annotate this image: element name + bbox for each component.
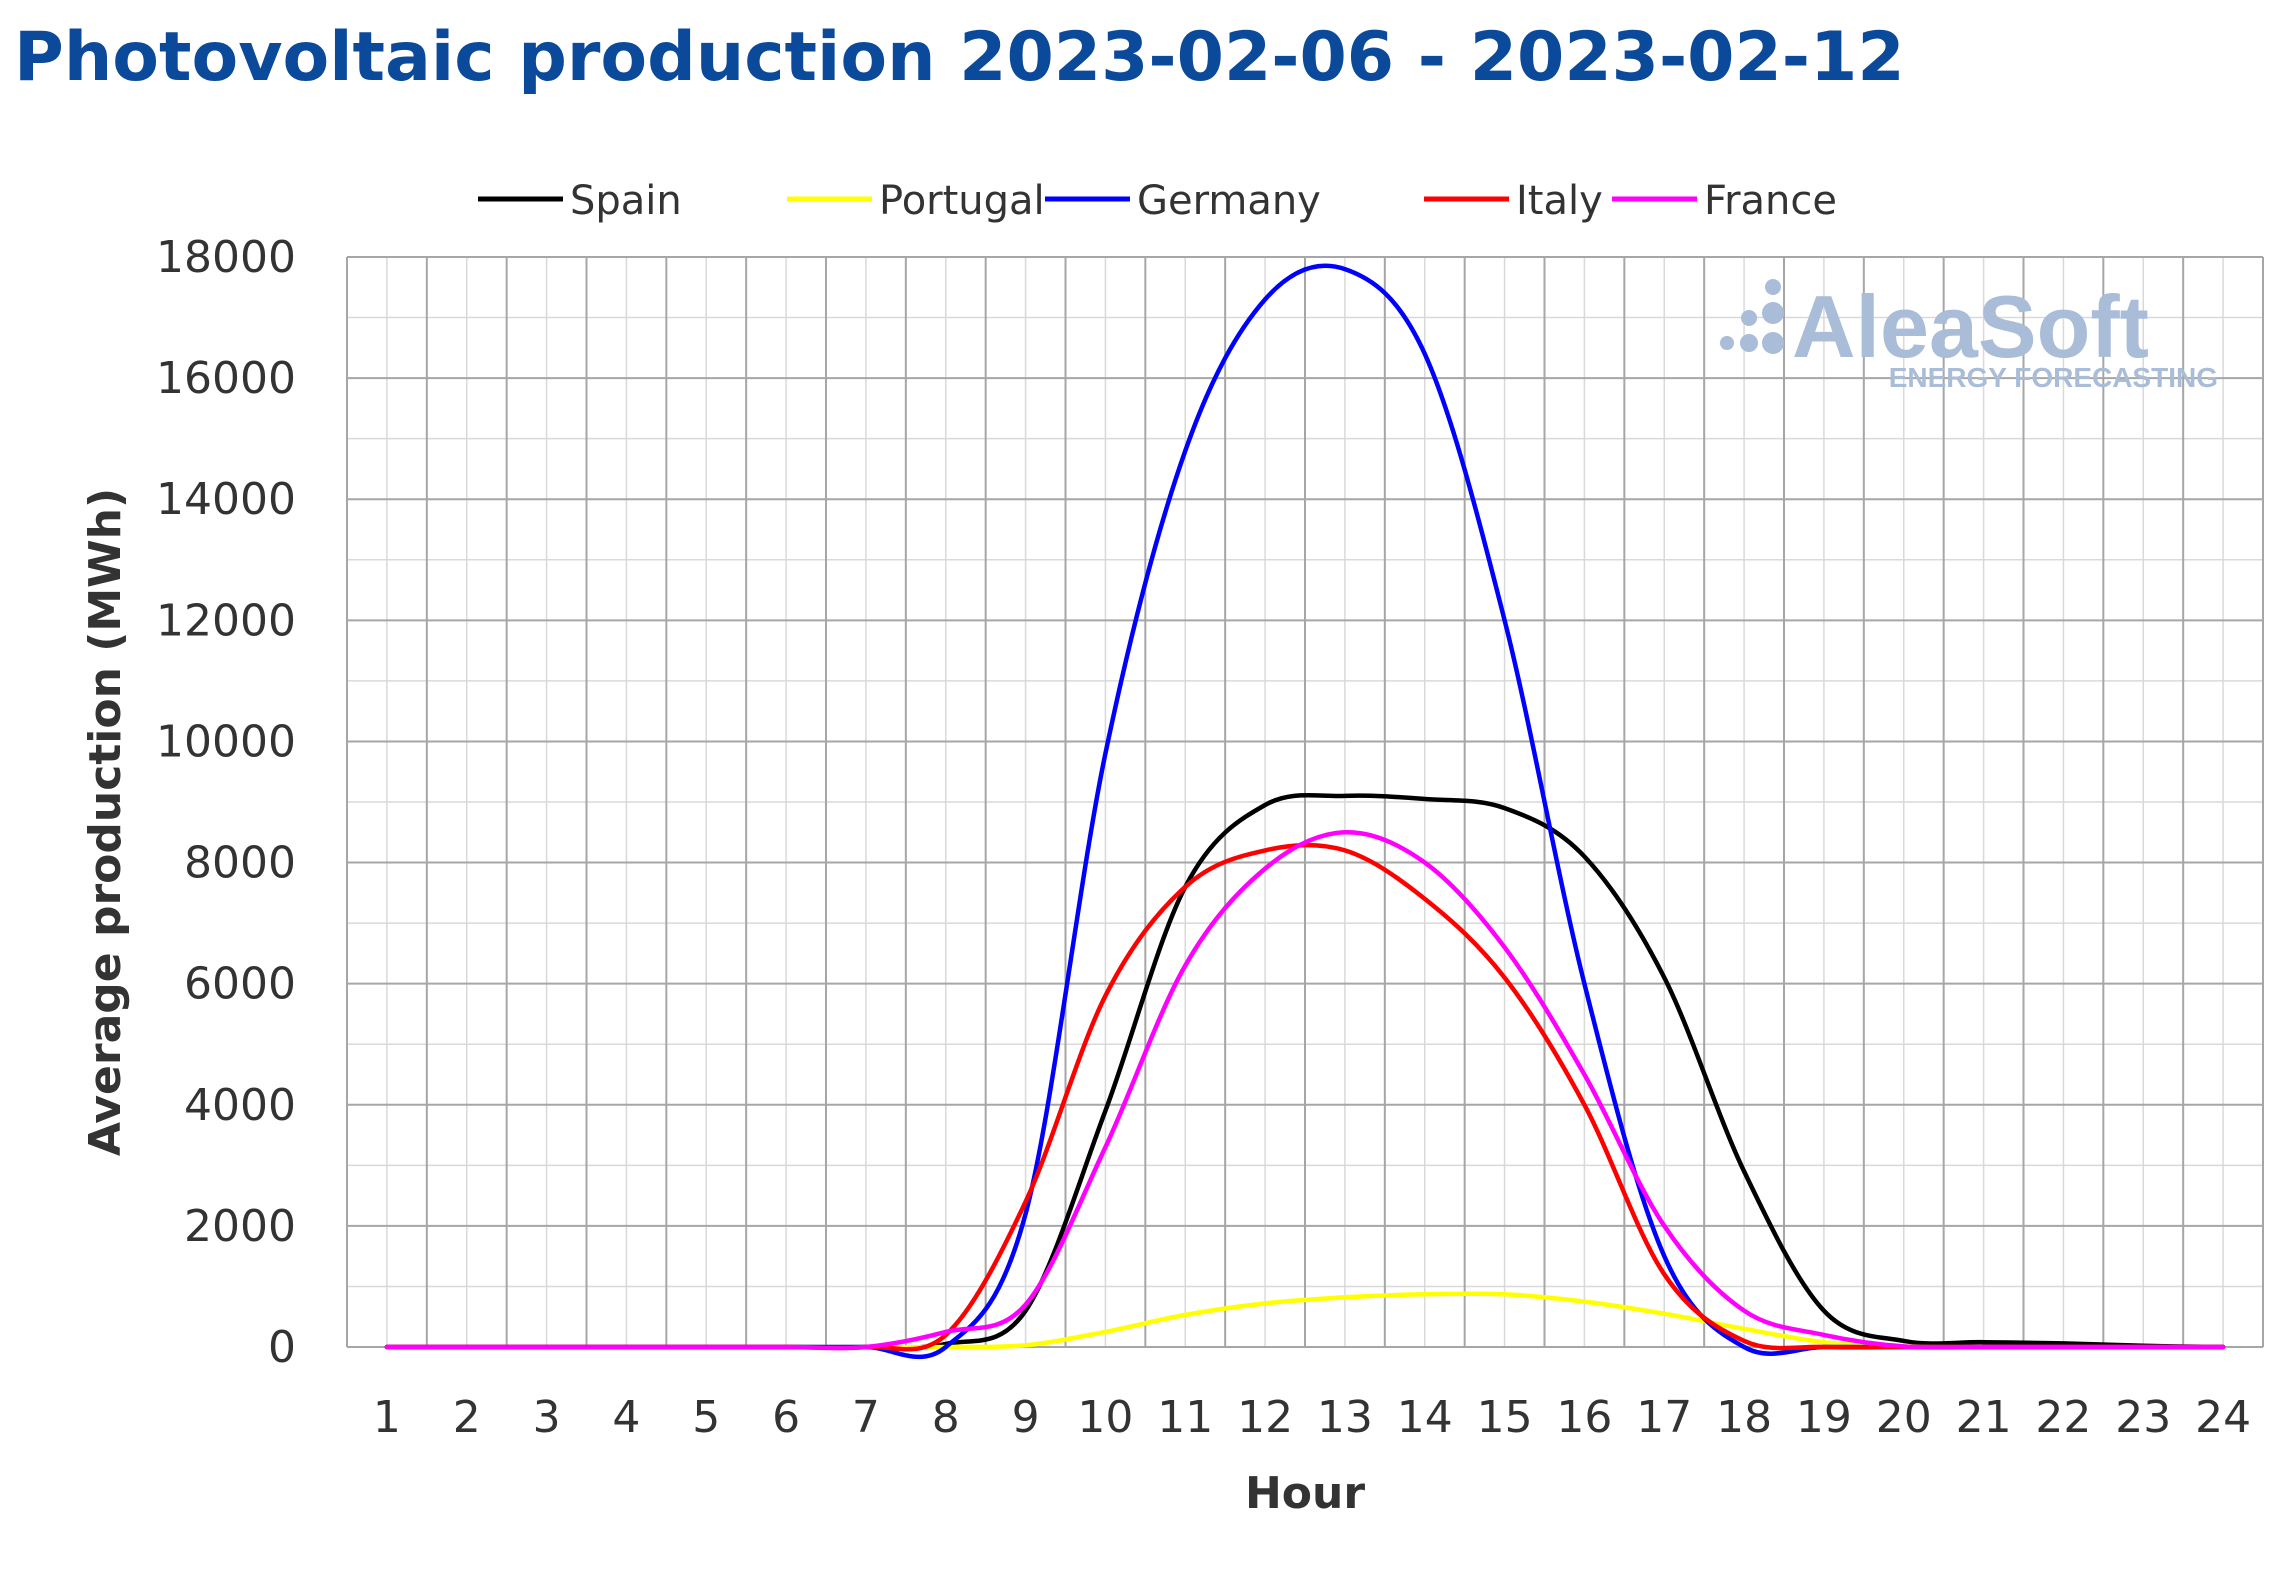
series-lines (384, 263, 2226, 1360)
y-tick-label: 12000 (156, 595, 296, 646)
x-tick-label: 21 (1956, 1392, 2012, 1443)
x-tick-label: 15 (1477, 1392, 1533, 1443)
y-tick-label: 6000 (184, 959, 296, 1010)
x-tick-label: 17 (1636, 1392, 1692, 1443)
x-tick-label: 8 (932, 1392, 960, 1443)
x-tick-label: 16 (1556, 1392, 1612, 1443)
y-tick-label: 16000 (156, 353, 296, 404)
grid (346, 256, 2264, 1348)
x-tick-label: 2 (453, 1392, 481, 1443)
legend-label-portugal: Portugal (879, 178, 1045, 224)
x-tick-label: 14 (1397, 1392, 1453, 1443)
watermark-tagline: ENERGY FORECASTING (1889, 362, 2218, 393)
y-tick-label: 14000 (156, 474, 296, 525)
legend-label-france: France (1704, 178, 1837, 224)
y-tick-label: 8000 (184, 838, 296, 889)
x-tick-label: 12 (1237, 1392, 1293, 1443)
x-tick-label: 3 (533, 1392, 561, 1443)
series-line-france (384, 830, 2226, 1351)
legend-label-italy: Italy (1516, 178, 1603, 224)
x-tick-label: 6 (772, 1392, 800, 1443)
x-tick-label: 7 (852, 1392, 880, 1443)
x-tick-label: 18 (1716, 1392, 1772, 1443)
legend-label-germany: Germany (1137, 178, 1321, 224)
x-axis-title: Hour (1245, 1468, 1365, 1519)
x-tick-label: 23 (2115, 1392, 2171, 1443)
x-tick-label: 24 (2195, 1392, 2251, 1443)
x-tick-label: 4 (612, 1392, 640, 1443)
y-tick-label: 4000 (184, 1080, 296, 1131)
x-tick-label: 5 (692, 1392, 720, 1443)
x-tick-label: 10 (1077, 1392, 1133, 1443)
aleasoft-logo-dots (1720, 279, 1784, 354)
x-tick-label: 1 (373, 1392, 401, 1443)
x-tick-label: 13 (1317, 1392, 1373, 1443)
axes: Hour Average production (MWh) 0 2000 4000 6… (80, 232, 2251, 1519)
chart-title: Photovoltaic production 2023-02-06 - 202… (14, 18, 1905, 97)
y-tick-label: 10000 (156, 716, 296, 767)
y-tick-label: 2000 (184, 1201, 296, 1252)
x-tick-label: 20 (1876, 1392, 1932, 1443)
x-tick-label: 9 (1012, 1392, 1040, 1443)
legend: Spain Portugal Germany Italy France (478, 178, 1837, 224)
watermark-brand: AleaSoft (1792, 277, 2149, 376)
aleasoft-watermark: AleaSoft ENERGY FORECASTING (1720, 277, 2218, 393)
x-tick-label: 22 (2035, 1392, 2091, 1443)
x-tick-label: 19 (1796, 1392, 1852, 1443)
y-axis-title: Average production (MWh) (80, 488, 131, 1156)
legend-label-spain: Spain (570, 178, 682, 224)
y-tick-label: 18000 (156, 232, 296, 283)
y-tick-label: 0 (268, 1322, 296, 1373)
x-tick-label: 11 (1157, 1392, 1213, 1443)
